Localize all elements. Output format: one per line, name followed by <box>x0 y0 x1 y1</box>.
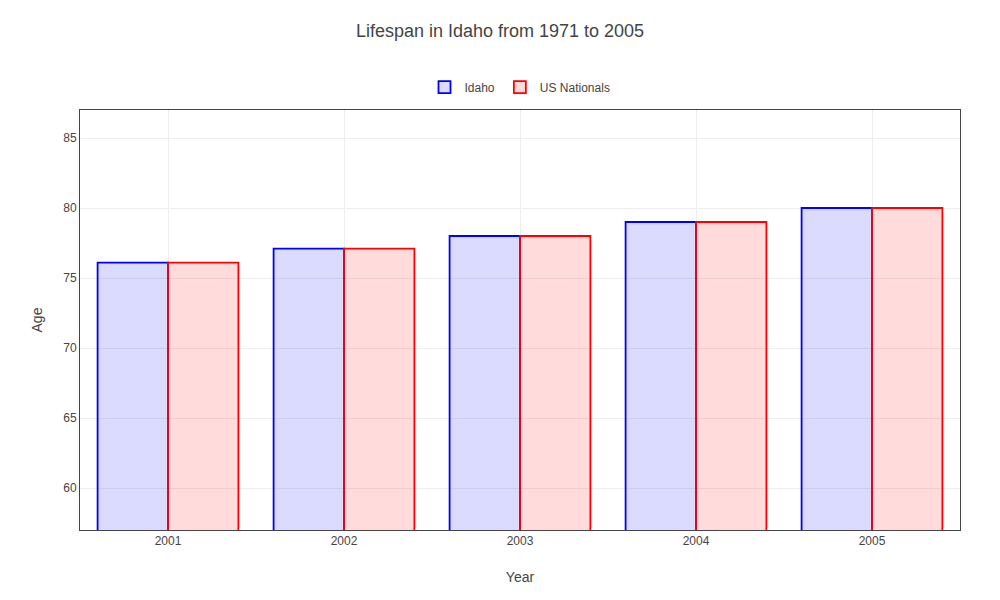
svg-text:US Nationals: US Nationals <box>540 81 610 95</box>
svg-text:2003: 2003 <box>507 534 534 548</box>
svg-text:Idaho: Idaho <box>465 81 495 95</box>
svg-text:80: 80 <box>63 201 77 215</box>
svg-text:2001: 2001 <box>155 534 182 548</box>
svg-text:Age: Age <box>29 307 45 332</box>
svg-text:60: 60 <box>63 481 77 495</box>
svg-text:85: 85 <box>63 131 77 145</box>
svg-text:2005: 2005 <box>859 534 886 548</box>
svg-text:2004: 2004 <box>683 534 710 548</box>
svg-text:Lifespan in Idaho from 1971 to: Lifespan in Idaho from 1971 to 2005 <box>356 21 644 41</box>
svg-text:70: 70 <box>63 341 77 355</box>
svg-text:2002: 2002 <box>331 534 358 548</box>
svg-text:Year: Year <box>506 569 535 585</box>
svg-text:75: 75 <box>63 271 77 285</box>
svg-text:65: 65 <box>63 411 77 425</box>
